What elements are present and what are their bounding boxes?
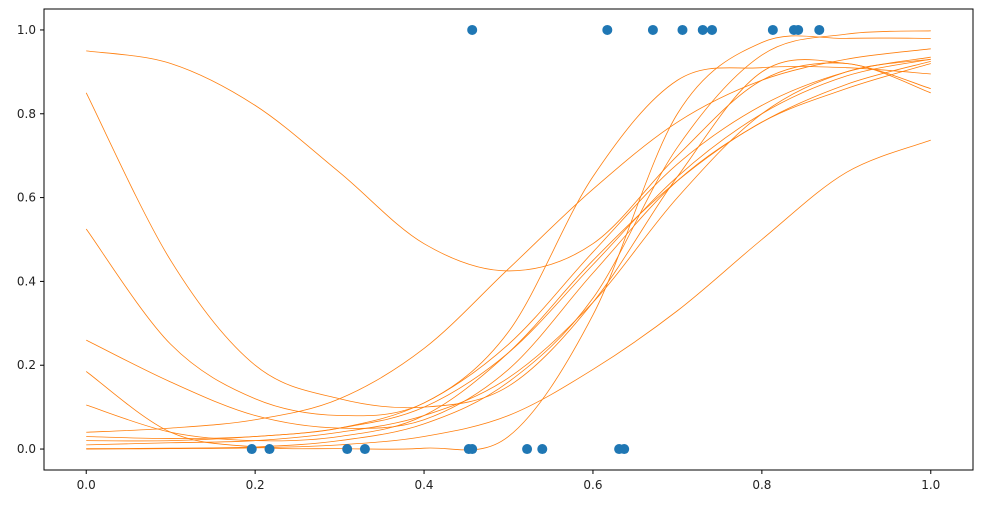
data-point: [537, 444, 548, 455]
curve-group: [85, 30, 931, 451]
data-point: [467, 444, 478, 455]
data-point: [767, 24, 778, 35]
y-axis-ticks: 0.0 0.2 0.4 0.6 0.8 1.0: [17, 23, 44, 456]
y-tick-label: 1.0: [17, 23, 36, 37]
y-tick-label: 0.0: [17, 442, 36, 456]
x-axis-ticks: 0.0 0.2 0.4 0.6 0.8 1.0: [77, 470, 940, 492]
data-point: [602, 24, 613, 35]
data-point: [697, 24, 708, 35]
x-tick-label: 1.0: [921, 478, 940, 492]
fitted-curve-1: [86, 50, 931, 272]
fitted-curve-3: [85, 66, 931, 417]
x-tick-label: 0.6: [583, 478, 602, 492]
data-point: [522, 444, 533, 455]
fitted-curve-6: [86, 63, 931, 442]
x-tick-label: 0.8: [752, 478, 771, 492]
fitted-curve-2: [85, 59, 931, 409]
plot-frame: [43, 8, 974, 471]
fitted-curve-9: [86, 56, 931, 442]
data-point: [359, 444, 370, 455]
y-tick-label: 0.4: [17, 274, 36, 288]
data-point: [677, 24, 688, 35]
y-tick-label: 0.2: [17, 358, 36, 372]
fitted-curve-10: [86, 58, 931, 446]
fitted-curve-7: [86, 48, 931, 433]
data-point: [619, 444, 630, 455]
x-tick-label: 0.4: [414, 478, 433, 492]
point-group: [246, 24, 825, 455]
data-point: [793, 24, 804, 35]
data-point: [264, 444, 275, 455]
fitted-curve-11: [86, 30, 931, 450]
data-point: [467, 24, 478, 35]
fitted-curve-5: [85, 35, 931, 451]
x-tick-label: 0.2: [246, 478, 265, 492]
x-tick-label: 0.0: [77, 478, 96, 492]
data-point: [342, 444, 353, 455]
y-tick-label: 0.6: [17, 191, 36, 205]
fitted-curve-4: [86, 61, 931, 429]
data-point: [814, 24, 825, 35]
fitted-curve-12: [86, 139, 931, 450]
y-tick-label: 0.8: [17, 107, 36, 121]
data-point: [647, 24, 658, 35]
data-point: [246, 444, 257, 455]
data-point: [707, 24, 718, 35]
